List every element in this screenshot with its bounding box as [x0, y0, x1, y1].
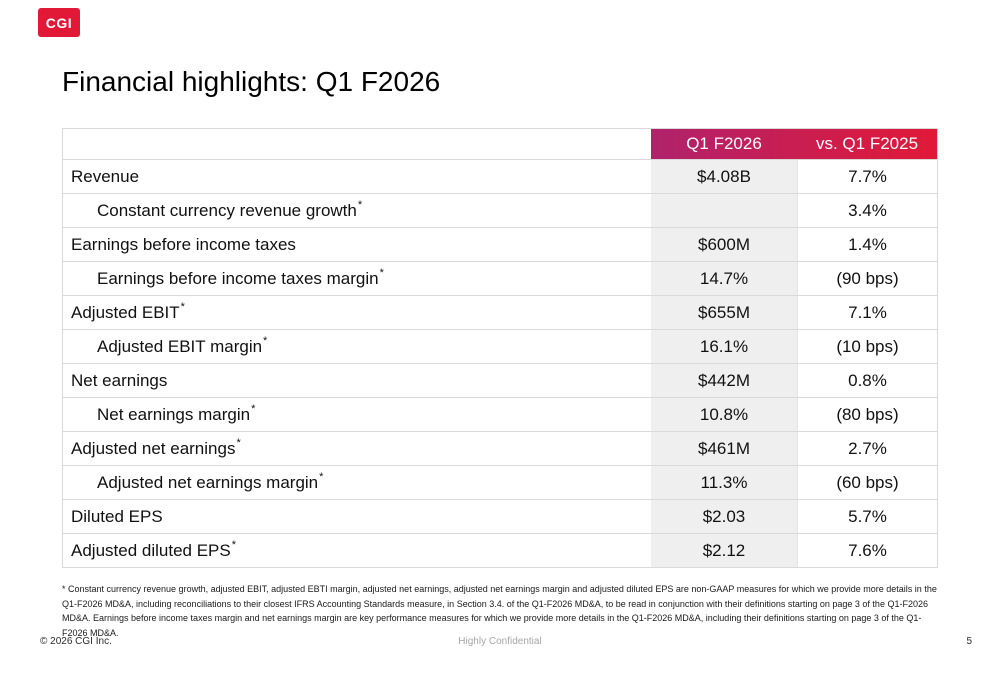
- vs-value: (90 bps): [797, 262, 937, 295]
- slide-footer: © 2026 CGI Inc. Highly Confidential 5: [40, 636, 972, 650]
- metric-label: Adjusted net earnings *: [63, 432, 651, 465]
- table-header-row: Q1 F2026 vs. Q1 F2025: [63, 129, 937, 159]
- vs-value: 7.6%: [797, 534, 937, 567]
- header-metric-column: [63, 129, 651, 159]
- header-q1-f2026: Q1 F2026: [686, 134, 762, 153]
- q1-value: 11.3%: [651, 466, 797, 499]
- q1-value: 16.1%: [651, 330, 797, 363]
- table-row: Net earnings $442M 0.8%: [63, 363, 937, 397]
- table-row: Adjusted net earnings margin * 11.3% (60 …: [63, 465, 937, 499]
- q1-value: $442M: [651, 364, 797, 397]
- q1-value: [651, 194, 797, 227]
- q1-value: $600M: [651, 228, 797, 261]
- q1-value: $2.03: [651, 500, 797, 533]
- financial-highlights-table: Q1 F2026 vs. Q1 F2025 Revenue $4.08B 7.7…: [62, 128, 938, 568]
- table-row: Earnings before income taxes margin * 14.…: [63, 261, 937, 295]
- vs-value: 7.1%: [797, 296, 937, 329]
- cgi-logo: CGI: [38, 8, 80, 37]
- metric-label: Adjusted EBIT margin *: [63, 330, 651, 363]
- vs-value: 5.7%: [797, 500, 937, 533]
- header-vs-q1-f2025: vs. Q1 F2025: [815, 134, 919, 153]
- vs-value: 1.4%: [797, 228, 937, 261]
- vs-value: 2.7%: [797, 432, 937, 465]
- table-row: Diluted EPS $2.03 5.7%: [63, 499, 937, 533]
- copyright-text: © 2026 CGI Inc.: [40, 636, 112, 647]
- metric-label: Adjusted EBIT *: [63, 296, 651, 329]
- table-row: Adjusted diluted EPS * $2.12 7.6%: [63, 533, 937, 567]
- metric-label: Revenue: [63, 160, 651, 193]
- vs-value: 0.8%: [797, 364, 937, 397]
- q1-value: 14.7%: [651, 262, 797, 295]
- page-title: Financial highlights: Q1 F2026: [62, 66, 441, 97]
- table-row: Constant currency revenue growth * 3.4%: [63, 193, 937, 227]
- footnote-text: * Constant currency revenue growth, adju…: [62, 584, 937, 638]
- metric-label: Adjusted net earnings margin *: [63, 466, 651, 499]
- vs-value: (10 bps): [797, 330, 937, 363]
- metric-label: Earnings before income taxes: [63, 228, 651, 261]
- table-row: Adjusted EBIT * $655M 7.1%: [63, 295, 937, 329]
- table-row: Adjusted EBIT margin * 16.1% (10 bps): [63, 329, 937, 363]
- cgi-logo-text: CGI: [45, 14, 73, 31]
- metric-label: Net earnings: [63, 364, 651, 397]
- q1-value: $461M: [651, 432, 797, 465]
- metric-label: Net earnings margin *: [63, 398, 651, 431]
- metric-label: Constant currency revenue growth *: [63, 194, 651, 227]
- metric-label: Diluted EPS: [63, 500, 651, 533]
- table-row: Revenue $4.08B 7.7%: [63, 159, 937, 193]
- table-row: Earnings before income taxes $600M 1.4%: [63, 227, 937, 261]
- metric-label: Adjusted diluted EPS *: [63, 534, 651, 567]
- q1-value: $4.08B: [651, 160, 797, 193]
- table-row: Adjusted net earnings * $461M 2.7%: [63, 431, 937, 465]
- metric-label: Earnings before income taxes margin *: [63, 262, 651, 295]
- vs-value: 7.7%: [797, 160, 937, 193]
- confidentiality-label: Highly Confidential: [458, 636, 542, 647]
- vs-value: 3.4%: [797, 194, 937, 227]
- vs-value: (80 bps): [797, 398, 937, 431]
- q1-value: $655M: [651, 296, 797, 329]
- q1-value: $2.12: [651, 534, 797, 567]
- page-number: 5: [966, 636, 972, 647]
- vs-value: (60 bps): [797, 466, 937, 499]
- table-row: Net earnings margin * 10.8% (80 bps): [63, 397, 937, 431]
- q1-value: 10.8%: [651, 398, 797, 431]
